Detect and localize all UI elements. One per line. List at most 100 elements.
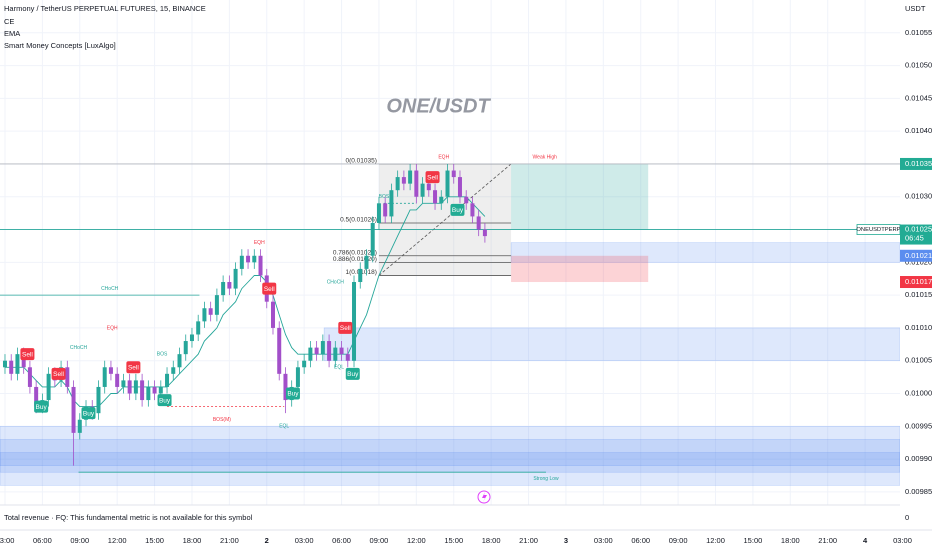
candle-body	[383, 203, 388, 217]
fib-label: 0.886(0.01020)	[333, 256, 377, 263]
y-tick-label: 0.00985	[905, 487, 932, 496]
candle-body	[27, 367, 32, 387]
smc-label: EQL	[279, 424, 289, 430]
candle-body	[302, 360, 307, 368]
x-tick-label: 4	[863, 536, 868, 545]
y-tick-label: 0.01015	[905, 290, 932, 299]
candle-body	[426, 183, 431, 191]
ema-line	[5, 196, 486, 408]
x-tick-label: 15:00	[744, 536, 763, 545]
signal-badge	[262, 282, 277, 295]
y-tick-label: 0.01020	[905, 257, 932, 266]
y-tick-label: 0.01055	[905, 28, 932, 37]
footer-text: Total revenue · FQ: This fundamental met…	[4, 513, 253, 522]
y-tick-label: 0.01000	[905, 388, 932, 397]
candle-body	[71, 386, 76, 433]
candle-body	[177, 354, 182, 368]
fib-label: 0(0.01035)	[345, 158, 376, 165]
candle-body	[389, 190, 394, 217]
x-tick-label: 06:00	[33, 536, 52, 545]
candle-body	[333, 347, 338, 361]
candle-body	[358, 268, 363, 283]
candle-body	[65, 367, 70, 387]
signal-label: Buy	[287, 391, 299, 398]
candle-body	[133, 380, 138, 394]
smc-label: Strong Low	[533, 476, 559, 482]
price-tag-label: 0.01035	[905, 159, 932, 168]
candle-body	[395, 177, 400, 191]
x-tick-label: 21:00	[519, 536, 538, 545]
candle-body	[196, 321, 201, 335]
candle-body	[214, 295, 219, 315]
x-tick-label: 03:00	[893, 536, 912, 545]
candle-body	[21, 354, 26, 368]
x-tick-label: 06:00	[631, 536, 650, 545]
event-icon-bolt	[482, 492, 487, 502]
signal-badge	[450, 203, 465, 216]
candle-body	[308, 347, 313, 361]
candle-body	[183, 341, 188, 355]
candle-body	[15, 354, 20, 374]
signal-label: Sell	[340, 325, 351, 332]
signal-label: Sell	[128, 364, 139, 371]
order-block	[0, 439, 901, 473]
signal-label: Sell	[427, 174, 438, 181]
candle-body	[115, 373, 120, 387]
candle-body	[34, 386, 39, 407]
x-tick-label: 15:00	[444, 536, 463, 545]
y-tick-label: 0.01050	[905, 61, 932, 70]
fib-label: 0.5(0.01026)	[340, 217, 377, 224]
plot-area: 0(0.01035) 0.5(0.01026) 0.786(0.01021)0.88…	[0, 0, 903, 505]
candle-body	[370, 222, 375, 256]
smc-label: CHoCH	[327, 279, 345, 285]
watermark: ONE/USDT	[386, 95, 491, 117]
signal-label: Sell	[22, 351, 33, 358]
signal-label: Buy	[347, 371, 359, 378]
candle-body	[414, 170, 419, 197]
candle-body	[140, 380, 145, 401]
candle-body	[470, 203, 475, 217]
candle-body	[433, 190, 438, 204]
candle-body	[96, 386, 101, 414]
candle-body	[364, 255, 369, 269]
stop-zone	[511, 255, 649, 283]
signal-badge	[20, 348, 35, 361]
order-block	[0, 426, 901, 486]
x-tick-label: 21:00	[818, 536, 837, 545]
footer-value: 0	[905, 513, 909, 522]
candle-body	[121, 380, 126, 387]
price-axis: 0.01055 0.01050 0.01045 0.01040 0.01035 0.010…	[905, 28, 932, 496]
signal-badge	[34, 400, 49, 413]
x-tick-label: 03:00	[0, 536, 14, 545]
candle-body	[202, 308, 207, 322]
signal-badge	[285, 387, 300, 400]
candle-body	[171, 367, 176, 374]
x-tick-label: 09:00	[669, 536, 688, 545]
smc-label: EQL	[334, 365, 344, 371]
candle-body	[165, 373, 170, 387]
fib-label: 0.786(0.01021)	[333, 249, 377, 256]
signal-badge	[345, 367, 360, 380]
x-tick-label: 21:00	[220, 536, 239, 545]
x-tick-label: 2	[265, 536, 269, 545]
candle-body	[2, 360, 7, 368]
signal-badge	[157, 394, 172, 407]
candle-body	[451, 170, 456, 178]
candle-body	[189, 334, 194, 342]
candle-body	[464, 196, 469, 204]
indicator-name: EMA	[4, 29, 20, 38]
smc-label: EQH	[107, 325, 118, 331]
candle-body	[102, 367, 107, 387]
candle-body	[439, 196, 444, 204]
x-tick-label: 03:00	[594, 536, 613, 545]
smc-label: BOS(M)	[213, 417, 231, 423]
signal-label: Buy	[36, 404, 48, 411]
indicator-name: Smart Money Concepts [LuxAlgo]	[4, 41, 116, 50]
chart-title: Harmony / TetherUS PERPETUAL FUTURES, 15…	[4, 4, 206, 13]
x-tick-label: 06:00	[332, 536, 351, 545]
x-tick-label: 12:00	[706, 536, 725, 545]
candle-body	[127, 380, 132, 394]
candle-body	[327, 341, 332, 361]
